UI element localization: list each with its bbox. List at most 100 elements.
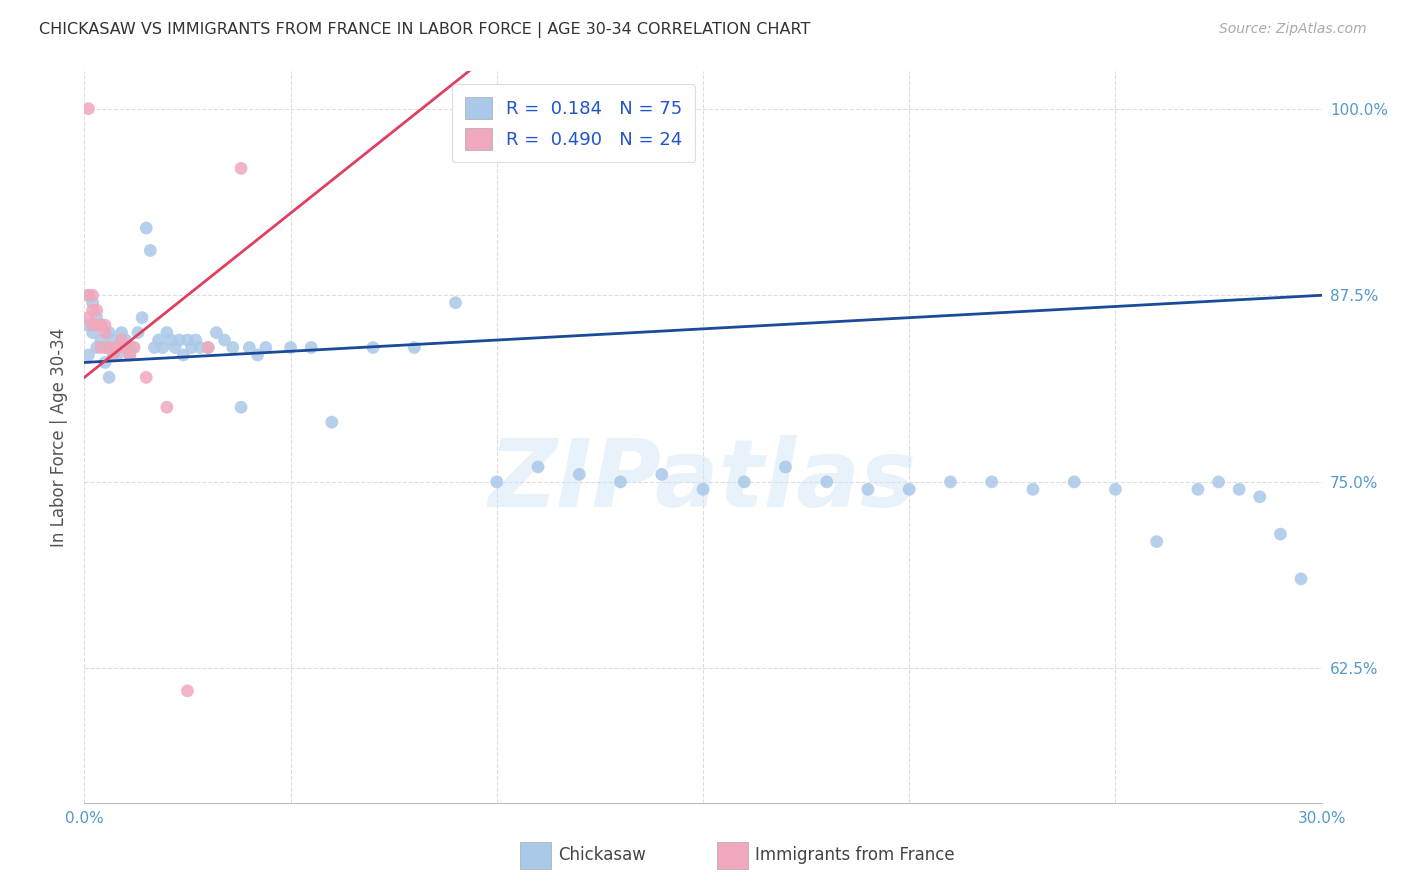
Point: [444, 295, 467, 310]
Point: [82, 326, 104, 340]
Point: [254, 341, 277, 355]
Point: [692, 483, 714, 497]
Point: [856, 483, 879, 497]
Text: ZIPatlas: ZIPatlas: [489, 435, 917, 527]
Point: [246, 348, 269, 362]
Point: [197, 341, 219, 355]
Point: [143, 341, 166, 355]
Point: [131, 310, 153, 325]
Point: [114, 333, 136, 347]
Point: [77, 318, 100, 332]
Point: [118, 348, 141, 362]
Point: [229, 161, 252, 176]
Point: [94, 318, 117, 332]
Point: [188, 341, 211, 355]
Point: [90, 341, 112, 355]
Text: Source: ZipAtlas.com: Source: ZipAtlas.com: [1219, 22, 1367, 37]
Point: [176, 683, 198, 698]
Point: [98, 370, 121, 384]
Point: [98, 341, 121, 355]
Point: [86, 310, 108, 325]
Point: [110, 333, 132, 347]
Point: [94, 326, 117, 340]
Point: [103, 348, 125, 362]
Point: [98, 326, 121, 340]
Point: [165, 341, 187, 355]
Point: [122, 341, 145, 355]
Point: [898, 483, 921, 497]
Point: [299, 341, 322, 355]
Point: [90, 318, 112, 332]
Point: [222, 341, 245, 355]
Point: [404, 341, 426, 355]
Point: [1187, 483, 1209, 497]
Text: Chickasaw: Chickasaw: [558, 847, 647, 864]
Point: [82, 303, 104, 318]
Point: [1063, 475, 1085, 489]
Point: [148, 333, 170, 347]
Point: [139, 244, 162, 258]
Point: [122, 341, 145, 355]
Point: [103, 333, 125, 347]
Point: [651, 467, 673, 482]
Point: [214, 333, 236, 347]
Point: [609, 475, 631, 489]
Point: [94, 341, 117, 355]
Point: [86, 303, 108, 318]
Point: [1227, 483, 1250, 497]
Point: [77, 288, 100, 302]
Point: [733, 475, 755, 489]
Point: [110, 326, 132, 340]
Point: [160, 333, 183, 347]
Point: [105, 341, 128, 355]
Text: CHICKASAW VS IMMIGRANTS FROM FRANCE IN LABOR FORCE | AGE 30-34 CORRELATION CHART: CHICKASAW VS IMMIGRANTS FROM FRANCE IN L…: [39, 22, 811, 38]
Point: [77, 102, 100, 116]
Point: [1208, 475, 1230, 489]
Point: [152, 341, 174, 355]
Point: [361, 341, 384, 355]
Point: [172, 348, 194, 362]
Point: [980, 475, 1002, 489]
Point: [135, 370, 157, 384]
Point: [184, 333, 207, 347]
Point: [77, 348, 100, 362]
Point: [527, 459, 550, 474]
Legend: R =  0.184   N = 75, R =  0.490   N = 24: R = 0.184 N = 75, R = 0.490 N = 24: [453, 84, 695, 162]
Point: [167, 333, 190, 347]
Point: [1022, 483, 1045, 497]
Point: [82, 288, 104, 302]
Point: [90, 318, 112, 332]
Point: [127, 326, 149, 340]
Point: [197, 341, 219, 355]
Point: [815, 475, 838, 489]
Point: [176, 333, 198, 347]
Point: [86, 341, 108, 355]
Point: [114, 341, 136, 355]
Y-axis label: In Labor Force | Age 30-34: In Labor Force | Age 30-34: [49, 327, 67, 547]
Point: [77, 310, 100, 325]
Point: [135, 221, 157, 235]
Point: [118, 348, 141, 362]
Point: [1289, 572, 1312, 586]
Point: [82, 318, 104, 332]
Point: [1270, 527, 1292, 541]
Point: [156, 401, 179, 415]
Point: [939, 475, 962, 489]
Text: Immigrants from France: Immigrants from France: [755, 847, 955, 864]
Point: [94, 355, 117, 369]
Point: [105, 341, 128, 355]
Point: [775, 459, 797, 474]
Point: [180, 341, 202, 355]
Point: [1104, 483, 1126, 497]
Point: [156, 326, 179, 340]
Point: [1249, 490, 1271, 504]
Point: [485, 475, 508, 489]
Point: [280, 341, 302, 355]
Point: [229, 401, 252, 415]
Point: [321, 415, 343, 429]
Point: [205, 326, 228, 340]
Point: [238, 341, 260, 355]
Point: [568, 467, 591, 482]
Point: [82, 295, 104, 310]
Point: [90, 333, 112, 347]
